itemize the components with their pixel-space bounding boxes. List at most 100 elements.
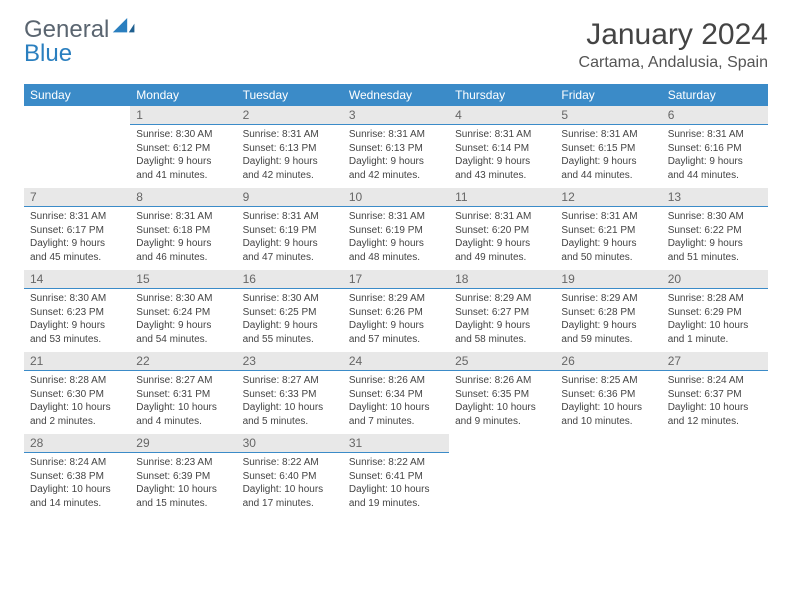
sunrise-text: Sunrise: 8:31 AM	[561, 128, 655, 142]
calendar-day-cell: 22Sunrise: 8:27 AMSunset: 6:31 PMDayligh…	[130, 352, 236, 434]
sunrise-text: Sunrise: 8:31 AM	[455, 210, 549, 224]
sunset-text: Sunset: 6:22 PM	[668, 224, 762, 238]
daylight-text-2: and 57 minutes.	[349, 333, 443, 347]
day-number: 20	[662, 270, 768, 289]
day-details: Sunrise: 8:31 AMSunset: 6:16 PMDaylight:…	[662, 125, 768, 188]
sunrise-text: Sunrise: 8:23 AM	[136, 456, 230, 470]
day-details: Sunrise: 8:28 AMSunset: 6:30 PMDaylight:…	[24, 371, 130, 434]
day-details: Sunrise: 8:31 AMSunset: 6:19 PMDaylight:…	[237, 207, 343, 270]
day-number: 11	[449, 188, 555, 207]
weekday-header: Tuesday	[237, 84, 343, 106]
day-details: Sunrise: 8:31 AMSunset: 6:17 PMDaylight:…	[24, 207, 130, 270]
daylight-text-2: and 19 minutes.	[349, 497, 443, 511]
sunset-text: Sunset: 6:17 PM	[30, 224, 124, 238]
day-details: Sunrise: 8:27 AMSunset: 6:31 PMDaylight:…	[130, 371, 236, 434]
sunset-text: Sunset: 6:36 PM	[561, 388, 655, 402]
daylight-text-2: and 43 minutes.	[455, 169, 549, 183]
calendar-day-cell: 3Sunrise: 8:31 AMSunset: 6:13 PMDaylight…	[343, 106, 449, 188]
daylight-text-2: and 46 minutes.	[136, 251, 230, 265]
day-details: Sunrise: 8:31 AMSunset: 6:19 PMDaylight:…	[343, 207, 449, 270]
calendar-week-row: 1Sunrise: 8:30 AMSunset: 6:12 PMDaylight…	[24, 106, 768, 188]
calendar-day-cell: 14Sunrise: 8:30 AMSunset: 6:23 PMDayligh…	[24, 270, 130, 352]
daylight-text-2: and 15 minutes.	[136, 497, 230, 511]
day-details	[24, 125, 130, 134]
sunrise-text: Sunrise: 8:31 AM	[455, 128, 549, 142]
day-details: Sunrise: 8:29 AMSunset: 6:28 PMDaylight:…	[555, 289, 661, 352]
day-number: 7	[24, 188, 130, 207]
sunrise-text: Sunrise: 8:28 AM	[668, 292, 762, 306]
day-details	[555, 453, 661, 462]
sunrise-text: Sunrise: 8:31 AM	[349, 210, 443, 224]
daylight-text-2: and 2 minutes.	[30, 415, 124, 429]
day-details: Sunrise: 8:28 AMSunset: 6:29 PMDaylight:…	[662, 289, 768, 352]
daylight-text-1: Daylight: 10 hours	[30, 401, 124, 415]
daylight-text-2: and 42 minutes.	[349, 169, 443, 183]
calendar-day-cell: 15Sunrise: 8:30 AMSunset: 6:24 PMDayligh…	[130, 270, 236, 352]
sunrise-text: Sunrise: 8:27 AM	[136, 374, 230, 388]
brand-part1: General	[24, 16, 109, 43]
sunset-text: Sunset: 6:14 PM	[455, 142, 549, 156]
daylight-text-2: and 10 minutes.	[561, 415, 655, 429]
daylight-text-2: and 9 minutes.	[455, 415, 549, 429]
day-number: 12	[555, 188, 661, 207]
daylight-text-1: Daylight: 10 hours	[136, 483, 230, 497]
calendar-day-cell: 26Sunrise: 8:25 AMSunset: 6:36 PMDayligh…	[555, 352, 661, 434]
calendar-table: SundayMondayTuesdayWednesdayThursdayFrid…	[24, 84, 768, 516]
weekday-header: Friday	[555, 84, 661, 106]
daylight-text-1: Daylight: 9 hours	[349, 237, 443, 251]
daylight-text-1: Daylight: 10 hours	[561, 401, 655, 415]
daylight-text-2: and 53 minutes.	[30, 333, 124, 347]
day-details: Sunrise: 8:26 AMSunset: 6:34 PMDaylight:…	[343, 371, 449, 434]
calendar-day-cell	[555, 434, 661, 516]
sunrise-text: Sunrise: 8:27 AM	[243, 374, 337, 388]
day-details: Sunrise: 8:29 AMSunset: 6:26 PMDaylight:…	[343, 289, 449, 352]
day-details: Sunrise: 8:31 AMSunset: 6:21 PMDaylight:…	[555, 207, 661, 270]
daylight-text-1: Daylight: 9 hours	[349, 319, 443, 333]
day-details: Sunrise: 8:25 AMSunset: 6:36 PMDaylight:…	[555, 371, 661, 434]
daylight-text-1: Daylight: 9 hours	[455, 237, 549, 251]
sunrise-text: Sunrise: 8:31 AM	[349, 128, 443, 142]
calendar-week-row: 28Sunrise: 8:24 AMSunset: 6:38 PMDayligh…	[24, 434, 768, 516]
sunset-text: Sunset: 6:25 PM	[243, 306, 337, 320]
calendar-day-cell: 23Sunrise: 8:27 AMSunset: 6:33 PMDayligh…	[237, 352, 343, 434]
sunrise-text: Sunrise: 8:29 AM	[455, 292, 549, 306]
calendar-day-cell: 21Sunrise: 8:28 AMSunset: 6:30 PMDayligh…	[24, 352, 130, 434]
day-number: 19	[555, 270, 661, 289]
sunset-text: Sunset: 6:27 PM	[455, 306, 549, 320]
calendar-day-cell: 30Sunrise: 8:22 AMSunset: 6:40 PMDayligh…	[237, 434, 343, 516]
sunrise-text: Sunrise: 8:30 AM	[243, 292, 337, 306]
calendar-day-cell: 17Sunrise: 8:29 AMSunset: 6:26 PMDayligh…	[343, 270, 449, 352]
sunrise-text: Sunrise: 8:31 AM	[561, 210, 655, 224]
day-details: Sunrise: 8:31 AMSunset: 6:15 PMDaylight:…	[555, 125, 661, 188]
daylight-text-1: Daylight: 9 hours	[561, 319, 655, 333]
sunrise-text: Sunrise: 8:31 AM	[30, 210, 124, 224]
brand-part2: Blue	[24, 40, 72, 67]
day-details: Sunrise: 8:31 AMSunset: 6:13 PMDaylight:…	[237, 125, 343, 188]
sunrise-text: Sunrise: 8:29 AM	[349, 292, 443, 306]
daylight-text-1: Daylight: 10 hours	[30, 483, 124, 497]
day-number: 25	[449, 352, 555, 371]
sail-icon	[111, 18, 137, 34]
sunset-text: Sunset: 6:12 PM	[136, 142, 230, 156]
calendar-day-cell	[24, 106, 130, 188]
sunrise-text: Sunrise: 8:22 AM	[243, 456, 337, 470]
day-number: 6	[662, 106, 768, 125]
calendar-day-cell: 12Sunrise: 8:31 AMSunset: 6:21 PMDayligh…	[555, 188, 661, 270]
daylight-text-1: Daylight: 9 hours	[243, 319, 337, 333]
calendar-day-cell	[449, 434, 555, 516]
day-number: 18	[449, 270, 555, 289]
day-number: 16	[237, 270, 343, 289]
calendar-day-cell: 27Sunrise: 8:24 AMSunset: 6:37 PMDayligh…	[662, 352, 768, 434]
daylight-text-2: and 59 minutes.	[561, 333, 655, 347]
daylight-text-2: and 12 minutes.	[668, 415, 762, 429]
daylight-text-2: and 48 minutes.	[349, 251, 443, 265]
day-details	[662, 453, 768, 462]
calendar-day-cell: 13Sunrise: 8:30 AMSunset: 6:22 PMDayligh…	[662, 188, 768, 270]
sunset-text: Sunset: 6:13 PM	[349, 142, 443, 156]
sunrise-text: Sunrise: 8:29 AM	[561, 292, 655, 306]
day-number: 4	[449, 106, 555, 125]
day-number: 2	[237, 106, 343, 125]
sunset-text: Sunset: 6:23 PM	[30, 306, 124, 320]
daylight-text-2: and 44 minutes.	[561, 169, 655, 183]
sunrise-text: Sunrise: 8:22 AM	[349, 456, 443, 470]
